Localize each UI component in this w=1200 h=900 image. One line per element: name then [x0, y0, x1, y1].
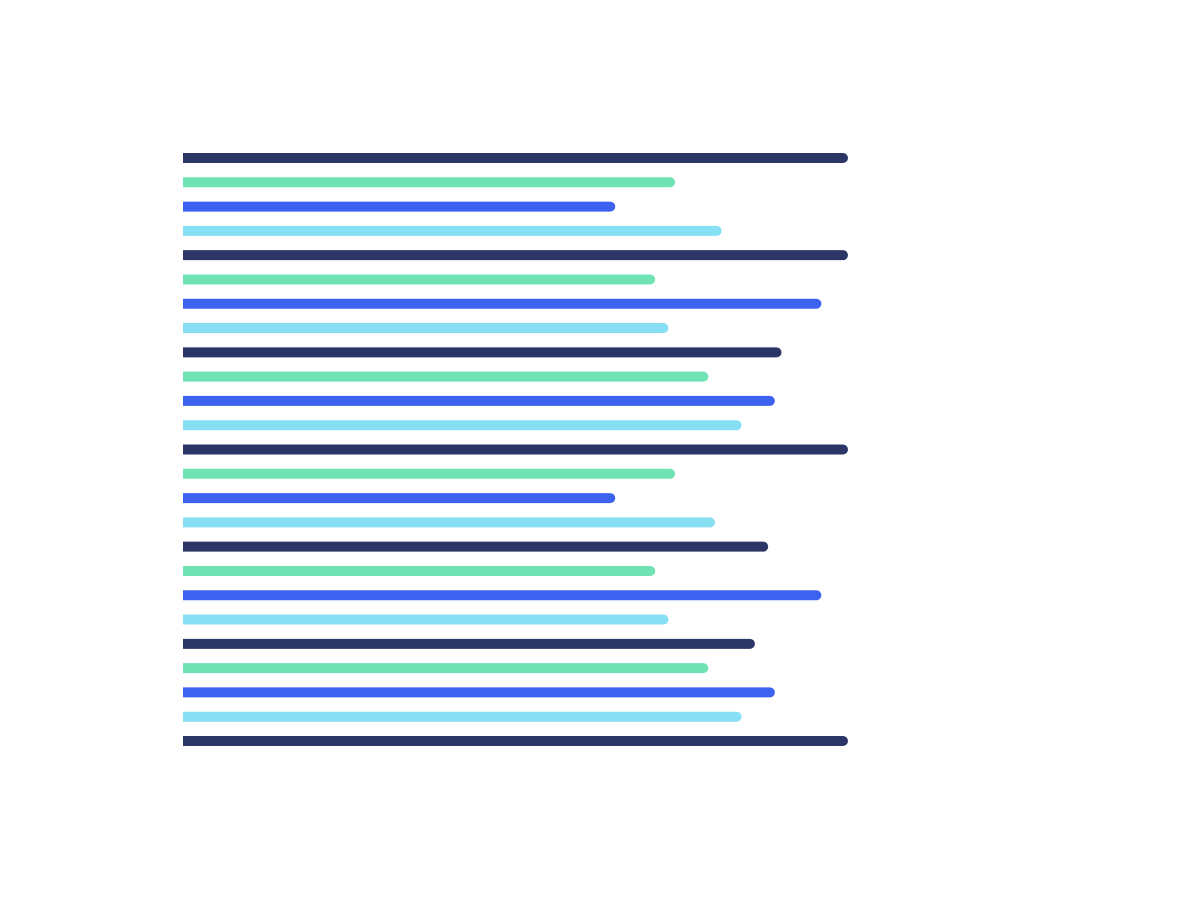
bar: [183, 687, 775, 698]
bar: [183, 638, 755, 649]
bar: [183, 323, 669, 334]
bar: [183, 663, 709, 674]
bar: [183, 225, 722, 236]
bar: [183, 298, 822, 309]
bar: [183, 711, 742, 722]
bar: [183, 395, 775, 406]
bar: [183, 517, 715, 528]
bar: [183, 614, 669, 625]
bar: [183, 371, 709, 382]
bar: [183, 736, 848, 746]
bar: [183, 177, 676, 188]
bar: [183, 250, 848, 261]
bar: [183, 493, 616, 504]
bar: [183, 201, 616, 212]
bar: [183, 590, 822, 601]
bar: [183, 347, 782, 358]
bar: [183, 468, 676, 479]
bar: [183, 565, 656, 576]
bar: [183, 444, 848, 455]
bar: [183, 541, 769, 552]
bar: [183, 420, 742, 431]
bar: [183, 274, 656, 285]
bar: [183, 153, 848, 163]
